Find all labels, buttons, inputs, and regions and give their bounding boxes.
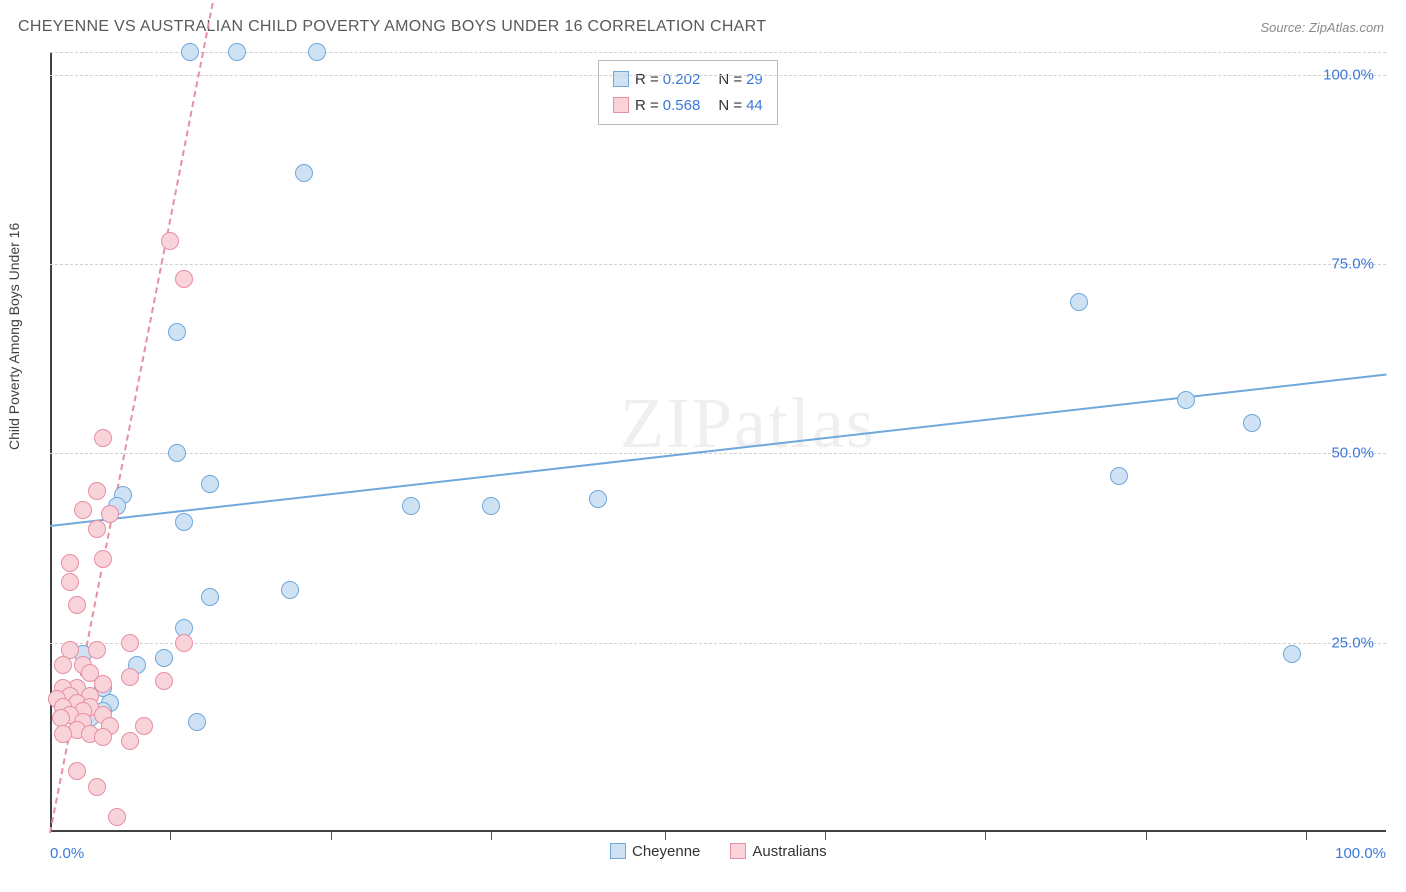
data-point bbox=[201, 588, 219, 606]
x-axis-line bbox=[50, 830, 1386, 832]
x-tick bbox=[1146, 832, 1147, 840]
x-tick bbox=[491, 832, 492, 840]
legend-item: Cheyenne bbox=[610, 843, 700, 860]
data-point bbox=[201, 475, 219, 493]
y-tick-label: 25.0% bbox=[1331, 634, 1374, 651]
x-tick bbox=[985, 832, 986, 840]
data-point bbox=[175, 634, 193, 652]
data-point bbox=[1243, 414, 1261, 432]
data-point bbox=[121, 668, 139, 686]
data-point bbox=[295, 164, 313, 182]
legend-row: R =0.568 N =44 bbox=[613, 93, 763, 119]
legend-item: Australians bbox=[730, 843, 826, 860]
data-point bbox=[61, 554, 79, 572]
data-point bbox=[181, 43, 199, 61]
gridline bbox=[50, 453, 1386, 454]
data-point bbox=[74, 501, 92, 519]
x-tick bbox=[825, 832, 826, 840]
data-point bbox=[188, 713, 206, 731]
data-point bbox=[155, 649, 173, 667]
data-point bbox=[88, 520, 106, 538]
scatter-plot: 0.0% 100.0% ZIPatlas R =0.202N =29R =0.5… bbox=[50, 52, 1386, 832]
legend-swatch bbox=[613, 71, 629, 87]
legend-n-label: N = bbox=[718, 71, 742, 88]
data-point bbox=[1177, 391, 1195, 409]
data-point bbox=[168, 323, 186, 341]
data-point bbox=[175, 513, 193, 531]
data-point bbox=[61, 573, 79, 591]
x-tick bbox=[331, 832, 332, 840]
x-tick bbox=[665, 832, 666, 840]
legend-swatch bbox=[730, 843, 746, 859]
legend-n-label: N = bbox=[718, 97, 742, 114]
gridline bbox=[50, 52, 1386, 53]
data-point bbox=[281, 581, 299, 599]
data-point bbox=[168, 444, 186, 462]
data-point bbox=[101, 505, 119, 523]
data-point bbox=[308, 43, 326, 61]
data-point bbox=[94, 728, 112, 746]
x-tick bbox=[170, 832, 171, 840]
data-point bbox=[54, 725, 72, 743]
data-point bbox=[68, 596, 86, 614]
legend-r-value: 0.568 bbox=[663, 97, 701, 114]
legend-n-value: 44 bbox=[746, 97, 763, 114]
gridline bbox=[50, 75, 1386, 76]
data-point bbox=[54, 656, 72, 674]
legend-series-name: Cheyenne bbox=[632, 843, 700, 860]
data-point bbox=[135, 717, 153, 735]
y-tick-label: 100.0% bbox=[1323, 66, 1374, 83]
legend-swatch bbox=[613, 97, 629, 113]
watermark-atlas: atlas bbox=[734, 383, 876, 463]
data-point bbox=[88, 641, 106, 659]
correlation-legend: R =0.202 N =29 R =0.568 N =44 bbox=[598, 60, 778, 125]
series-legend: Cheyenne Australians bbox=[610, 843, 857, 860]
data-point bbox=[161, 232, 179, 250]
data-point bbox=[88, 482, 106, 500]
x-tick bbox=[1306, 832, 1307, 840]
x-axis-max-label: 100.0% bbox=[1335, 845, 1386, 862]
data-point bbox=[1283, 645, 1301, 663]
chart-source: Source: ZipAtlas.com bbox=[1260, 20, 1384, 35]
data-point bbox=[402, 497, 420, 515]
data-point bbox=[94, 550, 112, 568]
gridline bbox=[50, 643, 1386, 644]
legend-n-value: 29 bbox=[746, 71, 763, 88]
y-tick-label: 75.0% bbox=[1331, 256, 1374, 273]
legend-r-label: R = bbox=[635, 97, 659, 114]
data-point bbox=[108, 808, 126, 826]
legend-series-name: Australians bbox=[752, 843, 826, 860]
data-point bbox=[68, 762, 86, 780]
legend-swatch bbox=[610, 843, 626, 859]
y-tick-label: 50.0% bbox=[1331, 445, 1374, 462]
x-axis-min-label: 0.0% bbox=[50, 845, 84, 862]
data-point bbox=[482, 497, 500, 515]
data-point bbox=[589, 490, 607, 508]
data-point bbox=[155, 672, 173, 690]
data-point bbox=[121, 732, 139, 750]
y-axis-label: Child Poverty Among Boys Under 16 bbox=[6, 223, 22, 450]
data-point bbox=[1070, 293, 1088, 311]
data-point bbox=[1110, 467, 1128, 485]
data-point bbox=[121, 634, 139, 652]
gridline bbox=[50, 264, 1386, 265]
data-point bbox=[228, 43, 246, 61]
data-point bbox=[88, 778, 106, 796]
legend-r-label: R = bbox=[635, 71, 659, 88]
legend-r-value: 0.202 bbox=[663, 71, 701, 88]
legend-row: R =0.202 N =29 bbox=[613, 67, 763, 93]
data-point bbox=[175, 270, 193, 288]
chart-title: CHEYENNE VS AUSTRALIAN CHILD POVERTY AMO… bbox=[18, 18, 766, 36]
data-point bbox=[94, 429, 112, 447]
